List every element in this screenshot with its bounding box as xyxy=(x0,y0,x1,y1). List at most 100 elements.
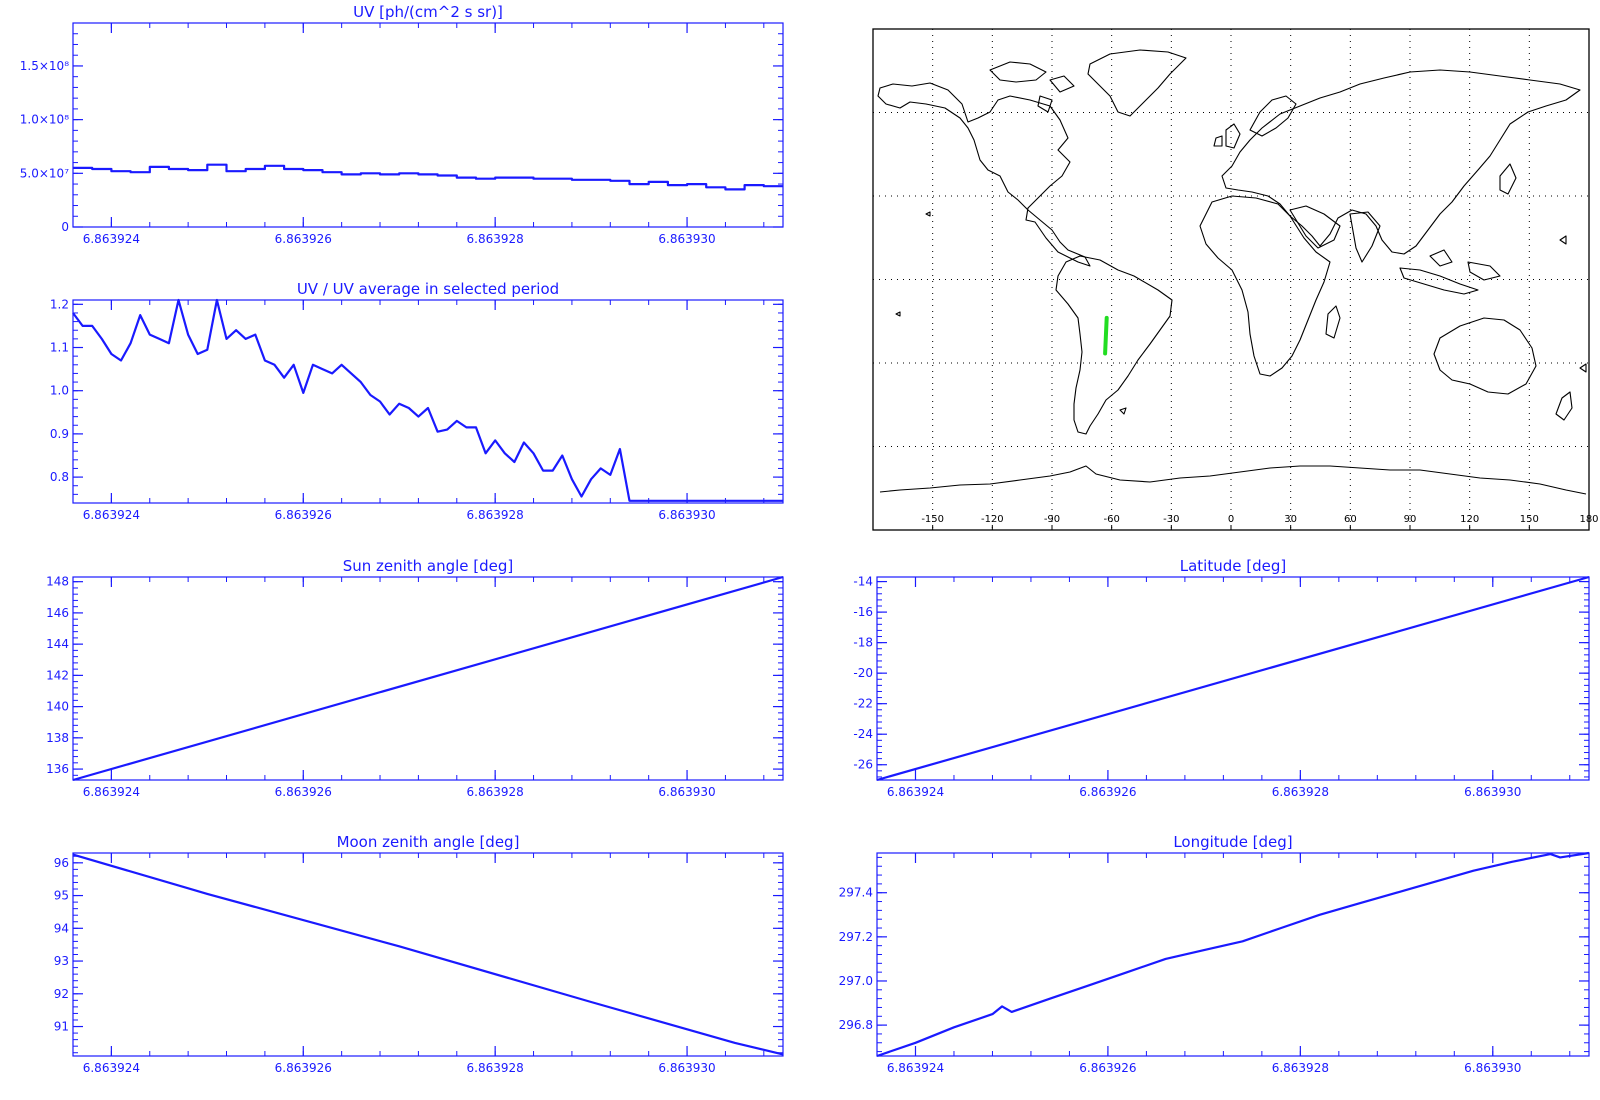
map-x-tick-label: 180 xyxy=(1579,514,1598,525)
map-x-tick-label: 120 xyxy=(1460,514,1479,525)
y-tick-label: 5.0×10⁷ xyxy=(20,166,69,180)
coast-new-zealand xyxy=(1555,391,1573,421)
map-x-tick-label: 30 xyxy=(1284,514,1297,525)
y-tick-label: 96 xyxy=(54,856,69,870)
x-tick-label: 6.863930 xyxy=(658,232,715,246)
uv-panel: UV [ph/(cm^2 s sr)] 0 5.0×10⁷ 1.0×10⁸ 1.5×10… xyxy=(20,3,784,246)
x-tick-label: 6.863924 xyxy=(83,1061,140,1075)
chart-title: UV [ph/(cm^2 s sr)] xyxy=(353,3,503,21)
y-tick-label: -22 xyxy=(853,697,873,711)
y-tick-label: 144 xyxy=(46,637,69,651)
chart-title: UV / UV average in selected period xyxy=(297,280,559,298)
x-tick-label: 6.863928 xyxy=(467,1061,524,1075)
x-tick-label: 6.863926 xyxy=(1079,785,1136,799)
coast-british-isles xyxy=(1213,123,1241,149)
map-x-tick-label: -90 xyxy=(1044,514,1060,525)
map-x-tick-label: -60 xyxy=(1103,514,1119,525)
series-line xyxy=(72,575,784,782)
y-tick-label: 1.0×10⁸ xyxy=(20,113,69,127)
y-tick-label: 92 xyxy=(54,987,69,1001)
sun-zenith-panel: Sun zenith angle [deg] 136 138 140 142 144 146… xyxy=(46,557,784,799)
moon-zenith-panel: Moon zenith angle [deg] 91 92 93 94 95 96 6.863… xyxy=(54,833,784,1075)
plot-frame xyxy=(72,576,784,781)
map-x-ticks: -150 -120 -90 -60 -30 0 30 60 90 120 150 180 xyxy=(921,514,1599,530)
x-tick-label: 6.863930 xyxy=(1464,785,1521,799)
chart-title: Sun zenith angle [deg] xyxy=(343,557,514,575)
y-tick-label: 95 xyxy=(54,889,69,903)
y-tick-label: -16 xyxy=(853,605,873,619)
coast-small-islands xyxy=(895,211,1587,415)
x-tick-label: 6.863928 xyxy=(467,508,524,522)
x-tick-label: 6.863930 xyxy=(658,785,715,799)
coast-australia xyxy=(1433,317,1537,395)
map-x-tick-label: -120 xyxy=(981,514,1004,525)
x-tick-label: 6.863926 xyxy=(275,1061,332,1075)
y-tick-label: 146 xyxy=(46,606,69,620)
plot-frame xyxy=(876,576,1590,781)
y-tick-label: 93 xyxy=(54,954,69,968)
y-tick-label: 297.0 xyxy=(839,974,873,988)
longitude-panel: Longitude [deg] 296.8 297.0 297.2 297.4 6.863… xyxy=(839,833,1590,1075)
x-tick-label: 6.863928 xyxy=(467,785,524,799)
y-tick-label: 297.2 xyxy=(839,930,873,944)
y-tick-label: 1.2 xyxy=(50,297,69,311)
y-tick-label: 94 xyxy=(54,921,69,935)
y-tick-label: -24 xyxy=(853,727,873,741)
y-tick-label: 296.8 xyxy=(839,1018,873,1032)
plot-frame xyxy=(876,852,1590,1057)
satellite-track xyxy=(1103,315,1109,356)
map-x-tick-label: -30 xyxy=(1163,514,1179,525)
y-tick-label: -26 xyxy=(853,758,873,772)
map-x-tick-label: 150 xyxy=(1520,514,1539,525)
map-x-tick-label: -150 xyxy=(921,514,944,525)
y-tick-label: 138 xyxy=(46,731,69,745)
y-tick-label: 91 xyxy=(54,1020,69,1034)
x-tick-label: 6.863930 xyxy=(658,1061,715,1075)
y-tick-label: 0.9 xyxy=(50,427,69,441)
x-tick-label: 6.863928 xyxy=(467,232,524,246)
x-tick-label: 6.863924 xyxy=(83,508,140,522)
y-tick-label: 0 xyxy=(61,220,69,234)
x-tick-label: 6.863928 xyxy=(1272,1061,1329,1075)
coast-eurasia xyxy=(1221,69,1581,255)
plot-frame xyxy=(72,22,784,228)
y-tick-label: -14 xyxy=(853,575,873,589)
x-tick-label: 6.863926 xyxy=(275,232,332,246)
x-tick-label: 6.863930 xyxy=(658,508,715,522)
coast-arctic-islands xyxy=(989,61,1075,113)
chart-title: Latitude [deg] xyxy=(1180,557,1286,575)
track-line xyxy=(1103,315,1109,356)
x-tick-label: 6.863924 xyxy=(887,1061,944,1075)
series-line xyxy=(72,853,784,1056)
y-tick-label: 148 xyxy=(46,575,69,589)
plot-frame xyxy=(72,299,784,504)
map-x-tick-label: 60 xyxy=(1344,514,1357,525)
coast-south-america xyxy=(1055,255,1173,435)
chart-title: Moon zenith angle [deg] xyxy=(337,833,520,851)
coast-india xyxy=(1349,211,1381,263)
y-tick-label: 142 xyxy=(46,668,69,682)
coast-africa xyxy=(1199,195,1331,377)
coast-arabia xyxy=(1289,205,1341,249)
x-tick-label: 6.863924 xyxy=(83,785,140,799)
x-tick-label: 6.863924 xyxy=(887,785,944,799)
series-line xyxy=(73,163,783,191)
x-tick-label: 6.863930 xyxy=(1464,1061,1521,1075)
series-line xyxy=(876,575,1590,782)
y-tick-label: 1.5×10⁸ xyxy=(20,59,69,73)
y-tick-label: 297.4 xyxy=(839,886,873,900)
world-map-panel: -150 -120 -90 -60 -30 0 30 60 90 120 150 180 xyxy=(872,28,1599,531)
coast-scandinavia xyxy=(1249,95,1297,137)
uv-ratio-panel: UV / UV average in selected period 0.8 0.9… xyxy=(50,280,784,522)
coast-greenland xyxy=(1087,49,1187,117)
latitude-panel: Latitude [deg] -26 -24 -22 -20 -18 -16 -14 6.863… xyxy=(853,557,1590,799)
map-x-tick-label: 0 xyxy=(1228,514,1234,525)
x-tick-label: 6.863928 xyxy=(1272,785,1329,799)
coast-japan xyxy=(1499,163,1517,195)
map-x-tick-label: 90 xyxy=(1404,514,1417,525)
y-tick-label: 1.1 xyxy=(50,341,69,355)
y-tick-label: -18 xyxy=(853,636,873,650)
y-tick-label: 0.8 xyxy=(50,470,69,484)
map-frame xyxy=(872,28,1590,531)
